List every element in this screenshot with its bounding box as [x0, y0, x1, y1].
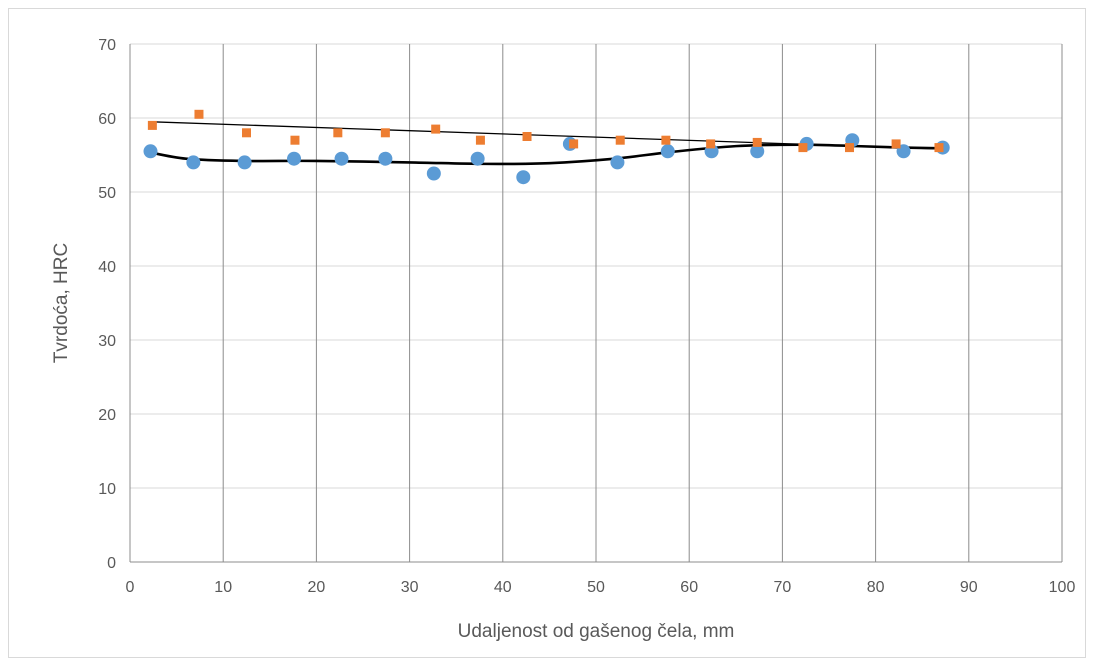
- x-tick-label: 0: [126, 579, 135, 596]
- trendline-series-2: [148, 121, 943, 150]
- data-point-series-2: [194, 109, 204, 119]
- y-axis-title: Tvrdoća, HRC: [51, 243, 72, 363]
- data-point-series-2: [242, 128, 251, 138]
- gridlines: [130, 43, 1063, 562]
- x-tick-label: 90: [960, 579, 978, 596]
- data-point-series-1: [186, 155, 201, 170]
- data-point-series-2: [333, 128, 343, 138]
- x-tick-label: 30: [401, 579, 419, 596]
- y-tick-label: 0: [107, 555, 116, 572]
- y-tick-label: 30: [98, 333, 116, 350]
- data-point-series-2: [706, 139, 716, 149]
- data-point-series-2: [615, 135, 625, 145]
- data-point-series-2: [522, 132, 532, 141]
- data-point-series-2: [752, 137, 762, 147]
- data-point-series-2: [798, 143, 808, 153]
- scatter-chart: 0 10 20 30 40 50 60 70 0 10 20 30 40 50 60 70 80 90 100 Ud…: [51, 37, 1075, 642]
- trendlines: [148, 121, 943, 166]
- data-point-series-1: [426, 166, 441, 181]
- x-tick-label: 50: [587, 579, 605, 596]
- data-point-series-1: [660, 144, 675, 159]
- y-tick-label: 10: [98, 481, 116, 498]
- data-point-series-2: [380, 128, 390, 138]
- data-point-series-2: [934, 143, 944, 153]
- y-tick-label: 70: [98, 37, 116, 54]
- data-point-series-1: [237, 155, 252, 170]
- y-tick-label: 60: [98, 111, 116, 128]
- data-point-series-2: [475, 135, 485, 145]
- x-tick-label: 80: [867, 579, 885, 596]
- data-point-series-1: [378, 151, 393, 166]
- data-point-series-1: [750, 144, 765, 159]
- x-tick-label: 40: [494, 579, 512, 596]
- chart-frame: 0 10 20 30 40 50 60 70 0 10 20 30 40 50 60 70 80 90 100 Ud…: [8, 8, 1086, 658]
- data-point-series-1: [334, 151, 349, 166]
- y-tick-label: 20: [98, 407, 116, 424]
- trendline-series-1: [148, 143, 943, 166]
- y-tick-label: 50: [98, 185, 116, 202]
- x-tick-label: 70: [774, 579, 792, 596]
- axes: [129, 44, 1062, 563]
- data-points: [143, 109, 950, 185]
- data-point-series-2: [431, 124, 441, 134]
- x-tick-label: 60: [680, 579, 698, 596]
- data-point-series-2: [147, 120, 157, 130]
- data-point-series-1: [287, 151, 302, 166]
- data-point-series-2: [845, 143, 855, 153]
- data-point-series-2: [290, 135, 300, 145]
- data-point-series-2: [569, 139, 579, 149]
- data-point-series-2: [661, 135, 671, 145]
- x-tick-label: 20: [308, 579, 326, 596]
- data-point-series-2: [891, 139, 901, 149]
- x-tick-label: 10: [214, 579, 232, 596]
- tick-labels: 0 10 20 30 40 50 60 70 0 10 20 30 40 50 60 70 80 90 100: [98, 37, 1075, 596]
- x-axis-title: Udaljenost od gašenog čela, mm: [458, 621, 735, 642]
- data-point-series-1: [610, 155, 625, 170]
- x-tick-label: 100: [1049, 579, 1076, 596]
- data-point-series-1: [516, 170, 531, 185]
- data-point-series-1: [470, 151, 485, 166]
- data-point-series-1: [143, 144, 158, 159]
- y-tick-label: 40: [98, 259, 116, 276]
